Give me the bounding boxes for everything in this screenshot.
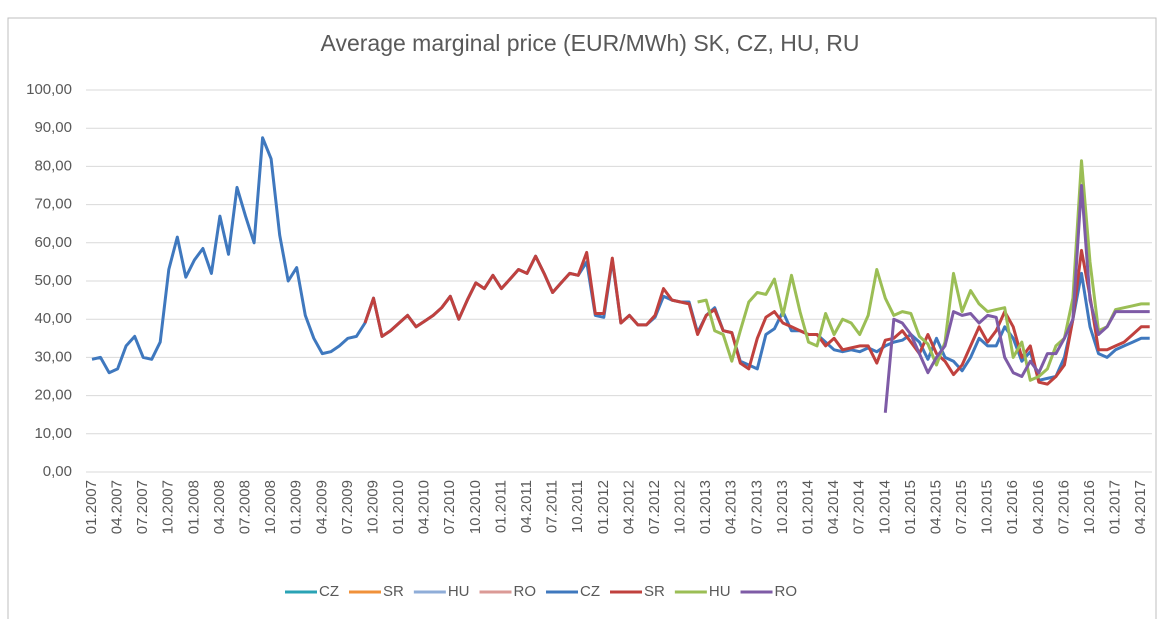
x-tick-label: 01.2007 [83,480,100,534]
y-tick-label: 70,00 [34,196,72,213]
x-tick-label: 01.2016 [1004,480,1021,534]
x-tick-label: 10.2013 [774,480,791,534]
x-tick-label: 01.2014 [799,480,816,534]
legend-label: HU [709,583,731,600]
legend-label: CZ [580,583,600,600]
x-tick-label: 01.2013 [697,480,714,534]
x-tick-label: 01.2011 [492,480,509,533]
x-tick-label: 01.2008 [185,480,202,534]
y-tick-label: 80,00 [34,157,72,174]
x-tick-label: 04.2012 [620,480,637,534]
x-tick-label: 07.2013 [748,480,765,534]
y-tick-label: 0,00 [43,463,72,480]
x-tick-label: 07.2015 [953,480,970,534]
x-tick-label: 10.2007 [160,480,177,534]
x-tick-label: 01.2017 [1107,480,1124,534]
legend-label: CZ [319,583,339,600]
x-tick-label: 04.2015 [927,480,944,534]
x-tick-label: 01.2015 [902,480,919,534]
x-tick-label: 10.2014 [876,480,893,534]
x-tick-label: 10.2015 [979,480,996,534]
x-tick-label: 10.2011 [569,480,586,533]
x-tick-label: 10.2010 [467,480,484,534]
y-tick-label: 40,00 [34,310,72,327]
x-tick-label: 07.2011 [544,480,561,533]
legend-label: RO [514,583,537,600]
y-tick-label: 30,00 [34,348,72,365]
x-tick-label: 10.2012 [672,480,689,534]
x-tick-label: 01.2010 [390,480,407,534]
chart-frame [7,17,1157,619]
x-tick-label: 04.2011 [518,480,535,533]
x-tick-label: 04.2010 [416,480,433,534]
legend-label: HU [448,583,470,600]
y-tick-label: 100,00 [26,81,72,98]
x-tick-label: 07.2016 [1055,480,1072,534]
legend-label: SR [383,583,404,600]
y-tick-label: 20,00 [34,387,72,404]
x-tick-label: 10.2016 [1081,480,1098,534]
x-tick-label: 04.2009 [313,480,330,534]
x-tick-label: 04.2014 [825,480,842,534]
x-tick-label: 07.2012 [646,480,663,534]
y-tick-label: 60,00 [34,234,72,251]
x-tick-label: 07.2010 [441,480,458,534]
y-tick-label: 90,00 [34,119,72,136]
x-tick-label: 10.2008 [262,480,279,534]
x-tick-label: 04.2007 [109,480,126,534]
x-tick-label: 07.2009 [339,480,356,534]
x-tick-label: 07.2007 [134,480,151,534]
x-tick-label: 04.2017 [1132,480,1149,534]
y-tick-label: 50,00 [34,272,72,289]
x-tick-label: 04.2013 [723,480,740,534]
x-tick-label: 07.2008 [237,480,254,534]
x-tick-label: 04.2016 [1030,480,1047,534]
x-tick-label: 07.2014 [851,480,868,534]
series-line [883,184,1150,413]
y-tick-label: 10,00 [34,425,72,442]
legend-label: SR [644,583,665,600]
x-tick-label: 01.2009 [288,480,305,534]
chart-title: Average marginal price (EUR/MWh) SK, CZ,… [321,30,860,56]
x-tick-label: 01.2012 [595,480,612,534]
x-tick-label: 10.2009 [364,480,381,534]
legend-label: RO [775,583,798,600]
x-tick-label: 04.2008 [211,480,228,534]
